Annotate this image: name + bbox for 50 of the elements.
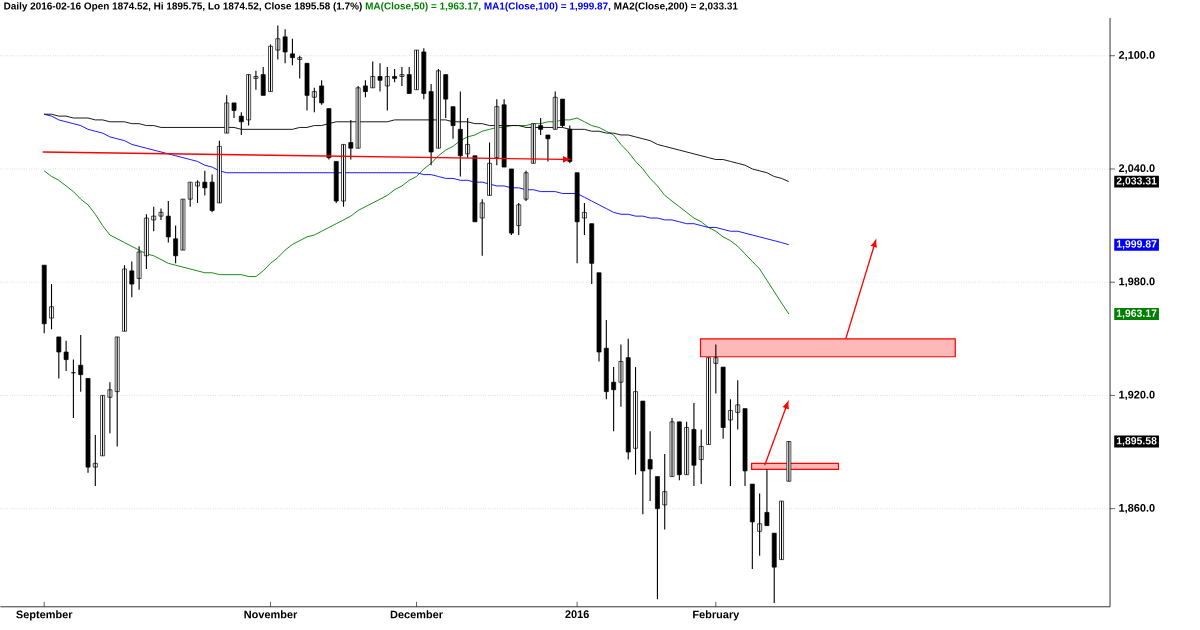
candlestick	[195, 179, 200, 204]
x-tick-label: September	[16, 610, 73, 621]
candlestick	[728, 398, 733, 487]
candlestick	[757, 493, 763, 557]
candlestick	[735, 379, 741, 431]
candlestick	[253, 70, 259, 91]
x-tick-label: November	[244, 610, 298, 619]
candlestick	[567, 125, 573, 164]
candlestick	[49, 283, 54, 331]
chart-title: Daily 2016-02-16 Open 1874.52, Hi 1895.75, Lo 1874.52, Close 1895.58 (1.7%)	[4, 2, 362, 12]
candlestick	[530, 123, 536, 164]
candlestick	[465, 117, 471, 159]
candlestick	[231, 102, 237, 119]
x-tick-label: December	[390, 610, 443, 619]
x-tick-label: February	[693, 610, 740, 621]
text: MA1(Close,100) = 1,999.87,	[484, 2, 611, 12]
y-tick-label: 1,860.0	[1119, 504, 1155, 514]
candlestick	[399, 66, 405, 87]
candlestick	[319, 79, 325, 106]
text: 1,895.58	[1116, 437, 1157, 447]
candlestick	[479, 198, 485, 257]
candlestick	[297, 55, 303, 80]
candlestick	[377, 62, 383, 93]
text: 1,999.87	[1116, 240, 1157, 250]
text: 1,963.17	[1116, 309, 1157, 319]
candlestick	[180, 198, 186, 251]
candlestick	[158, 208, 164, 221]
y-tick-label: 1,920.0	[1119, 390, 1155, 401]
candlestick	[786, 440, 792, 482]
text: MA2(Close,200) = 2,033.31	[614, 2, 738, 12]
x-tick-label: 2016	[565, 610, 589, 619]
y-tick-label: 2,100.0	[1118, 51, 1155, 61]
candlestick	[545, 134, 551, 163]
y-tick-label: 1,980.0	[1119, 277, 1155, 287]
candlestick	[414, 49, 419, 91]
text: 2,033.31	[1116, 177, 1157, 187]
candlestick	[92, 434, 98, 487]
candlestick	[582, 202, 587, 236]
y-tick-label: 2,040.0	[1118, 164, 1155, 174]
candlestick	[311, 87, 317, 114]
candlestick	[779, 500, 784, 561]
candlestick	[165, 200, 171, 244]
candlestick	[384, 66, 390, 112]
candlestick	[713, 344, 719, 395]
candlestick	[107, 381, 113, 434]
candlestick	[662, 453, 668, 531]
text: MA(Close,50) = 1,963.17,	[365, 2, 481, 12]
candlestick	[472, 155, 478, 223]
candlestick	[151, 206, 157, 232]
candlestick	[290, 38, 295, 66]
